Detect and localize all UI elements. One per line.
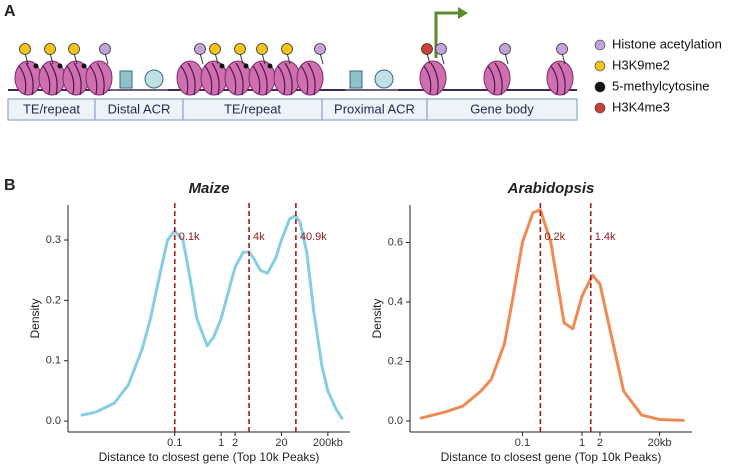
nucleosome-wrap: [42, 62, 58, 96]
y-axis-label: Density: [28, 298, 42, 338]
y-tick-label: 0.2: [388, 355, 403, 367]
histone-mark: [99, 43, 111, 55]
histone-mark: [19, 43, 31, 55]
legend-label: H3K9me2: [612, 57, 670, 72]
x-tick-label: 20: [275, 437, 287, 449]
nucleosome-wrap: [300, 62, 316, 96]
methyl-dot: [33, 63, 39, 69]
methyl-dot: [243, 63, 249, 69]
peak-label: 1.4k: [595, 231, 616, 243]
segment-label: TE/repeat: [224, 101, 281, 116]
histone-mark: [421, 43, 433, 55]
histone-mark: [234, 43, 246, 55]
tf-circle: [374, 69, 394, 89]
x-tick-label: 20kb: [648, 437, 672, 449]
tf-box: [119, 70, 133, 89]
y-axis-label: Density: [370, 298, 384, 338]
x-tick-label: 1: [218, 437, 224, 449]
y-tick-label: 0.3: [46, 234, 61, 246]
histone-mark: [556, 43, 568, 55]
nucleosome-wrap: [66, 62, 82, 96]
x-tick-label: 0.1: [515, 437, 530, 449]
nucleosome-wrap: [89, 62, 105, 96]
legend-label: H3K4me3: [612, 99, 670, 114]
histone-mark: [194, 43, 206, 55]
tss-arrowhead: [458, 7, 468, 19]
tss-arrow: [434, 11, 460, 58]
y-tick-label: 0.2: [46, 294, 61, 306]
tf-circle: [144, 69, 164, 89]
legend-label: 5-methylcytosine: [612, 78, 710, 93]
x-axis-label: Distance to closest gene (Top 10k Peaks): [441, 450, 662, 464]
segment-label: Proximal ACR: [334, 101, 415, 116]
legend-swatch: [594, 60, 606, 72]
x-tick-label: 2: [597, 437, 603, 449]
y-tick-label: 0.0: [388, 415, 403, 427]
chart-title: Arabidopsis: [507, 180, 595, 197]
segment-box: [426, 98, 578, 121]
x-tick-label: 0.1: [167, 437, 182, 449]
methyl-dot: [81, 63, 87, 69]
y-tick-label: 0.0: [46, 415, 61, 427]
nucleosome-wrap: [423, 62, 439, 96]
x-tick-label: 2: [232, 437, 238, 449]
nucleosome-wrap: [204, 62, 220, 96]
density-curve: [419, 208, 685, 422]
y-tick-label: 0.1: [46, 355, 61, 367]
legend-swatch: [594, 81, 606, 93]
y-tick-label: 0.6: [388, 236, 403, 248]
histone-mark: [68, 43, 80, 55]
nucleosome-wrap: [277, 62, 293, 96]
peak-label: 40.9k: [300, 231, 327, 243]
segment-label: Gene body: [470, 101, 534, 116]
legend-swatch: [594, 102, 606, 114]
nucleosome-wrap: [252, 62, 268, 96]
legend-label: Histone acetylation: [612, 36, 722, 51]
histone-mark: [209, 43, 221, 55]
nucleosome-wrap: [550, 62, 566, 96]
chart-title: Maize: [189, 180, 230, 197]
density-curve: [80, 214, 344, 420]
nucleosome-wrap: [487, 62, 503, 96]
panel-label: A: [4, 3, 16, 20]
histone-mark: [281, 43, 293, 55]
x-tick-label: 1: [579, 437, 585, 449]
histone-mark: [499, 43, 511, 55]
panel-label: B: [4, 177, 16, 194]
x-tick-label: 200kb: [313, 437, 343, 449]
peak-label: 0.2k: [544, 231, 565, 243]
methyl-dot: [57, 63, 63, 69]
legend-swatch: [594, 39, 606, 51]
histone-mark: [314, 43, 326, 55]
methyl-dot: [219, 63, 225, 69]
y-tick-label: 0.4: [388, 296, 403, 308]
histone-mark: [256, 43, 268, 55]
tf-box: [349, 70, 363, 89]
histone-mark: [44, 43, 56, 55]
nucleosome-wrap: [228, 62, 244, 96]
peak-label: 4k: [253, 231, 265, 243]
segment-label: TE/repeat: [23, 101, 80, 116]
nucleosome-wrap: [180, 62, 196, 96]
methyl-dot: [267, 63, 273, 69]
segment-label: Distal ACR: [108, 101, 171, 116]
peak-label: 0.1k: [179, 231, 200, 243]
x-axis-label: Distance to closest gene (Top 10k Peaks): [99, 450, 320, 464]
histone-mark: [435, 43, 447, 55]
nucleosome-wrap: [18, 62, 34, 96]
